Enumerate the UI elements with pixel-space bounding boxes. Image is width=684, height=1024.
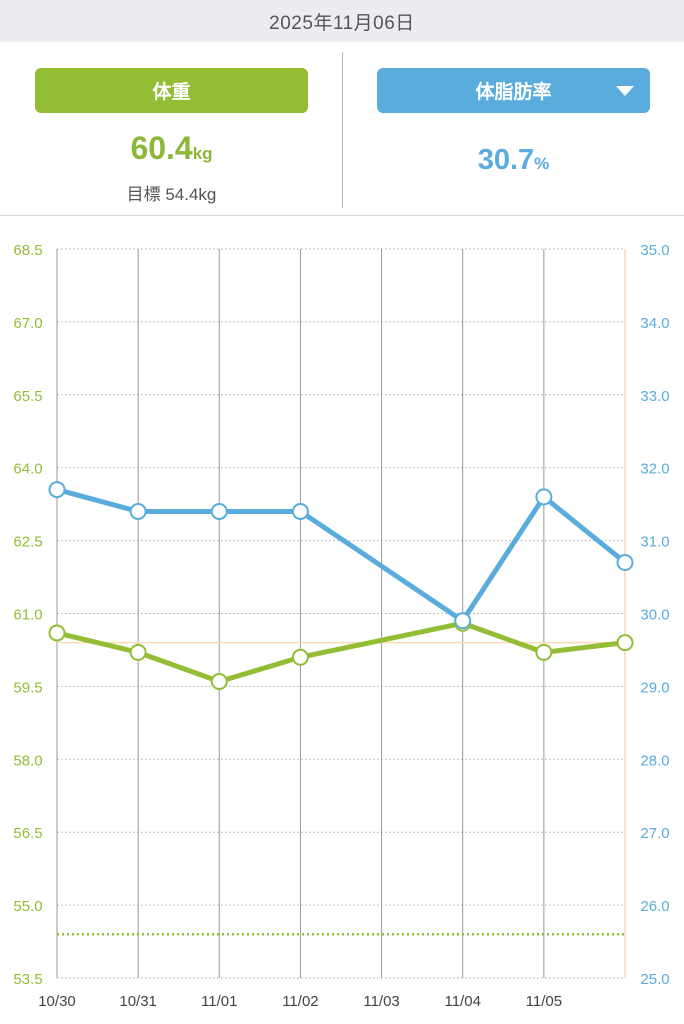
right-tick-label: 27.0 xyxy=(640,825,669,842)
weight-point xyxy=(210,673,228,691)
left-tick-label: 56.5 xyxy=(13,825,42,842)
x-tick-label: 11/01 xyxy=(201,993,237,1010)
fat-point xyxy=(48,481,66,499)
weight-label: 体重 xyxy=(152,82,191,103)
right-tick-label: 28.0 xyxy=(640,752,669,769)
weight-fat-chart: 53.5 55.0 56.5 58.0 59.5 61.0 62.5 64.0 65.5 67.0… xyxy=(13,242,669,1010)
weight-point xyxy=(48,624,66,642)
left-tick-label: 53.5 xyxy=(13,971,42,988)
x-tick-label: 10/30 xyxy=(38,993,76,1010)
weight-point xyxy=(616,634,634,652)
right-tick-label: 35.0 xyxy=(640,242,669,259)
fat-number: 30.7 xyxy=(477,144,535,176)
left-tick-label: 58.0 xyxy=(13,752,42,769)
weight-number: 60.4 xyxy=(130,130,193,166)
weight-button[interactable]: 体重 xyxy=(35,68,308,113)
left-tick-label: 65.5 xyxy=(13,388,42,405)
left-tick-label: 64.0 xyxy=(13,461,42,478)
fat-select-button[interactable]: 体脂肪率 xyxy=(377,68,650,113)
divider xyxy=(342,52,343,208)
x-tick-label: 11/05 xyxy=(526,993,562,1010)
left-tick-label: 59.5 xyxy=(13,679,42,696)
fat-unit: % xyxy=(534,154,550,173)
x-tick-label: 11/04 xyxy=(444,993,480,1010)
x-tick-label: 10/31 xyxy=(119,993,157,1010)
right-tick-label: 34.0 xyxy=(640,315,669,332)
fat-point xyxy=(454,612,472,630)
weight-value: 60.4kg xyxy=(35,130,308,167)
weight-point xyxy=(291,648,309,666)
left-tick-label: 67.0 xyxy=(13,315,42,332)
summary-panel: 体重 60.4kg 目標 54.4kg 体脂肪率 30.7% xyxy=(0,42,684,216)
date-header: 2025年11月06日 xyxy=(0,0,684,42)
right-tick-label: 30.0 xyxy=(640,607,669,624)
left-tick-label: 62.5 xyxy=(13,534,42,551)
left-tick-label: 61.0 xyxy=(13,607,42,624)
right-tick-label: 31.0 xyxy=(640,534,669,551)
left-tick-label: 68.5 xyxy=(13,242,42,259)
weight-unit: kg xyxy=(192,144,213,163)
right-tick-label: 29.0 xyxy=(640,679,669,696)
fat-point xyxy=(616,553,634,571)
fat-point xyxy=(291,502,309,520)
fat-point xyxy=(210,502,228,520)
fat-point xyxy=(535,488,553,506)
triangle-down-icon xyxy=(616,86,634,96)
weight-point xyxy=(535,643,553,661)
weight-point xyxy=(129,643,147,661)
goal-weight: 目標 54.4kg xyxy=(126,185,217,204)
right-tick-label: 33.0 xyxy=(640,388,669,405)
fat-label: 体脂肪率 xyxy=(475,82,552,103)
right-tick-label: 25.0 xyxy=(640,971,669,988)
left-tick-label: 55.0 xyxy=(13,898,42,915)
right-tick-label: 26.0 xyxy=(640,898,669,915)
fat-value: 30.7% xyxy=(377,144,650,177)
x-tick-label: 11/03 xyxy=(363,993,399,1010)
right-tick-label: 32.0 xyxy=(640,461,669,478)
fat-point xyxy=(129,502,147,520)
x-tick-label: 11/02 xyxy=(282,993,318,1010)
